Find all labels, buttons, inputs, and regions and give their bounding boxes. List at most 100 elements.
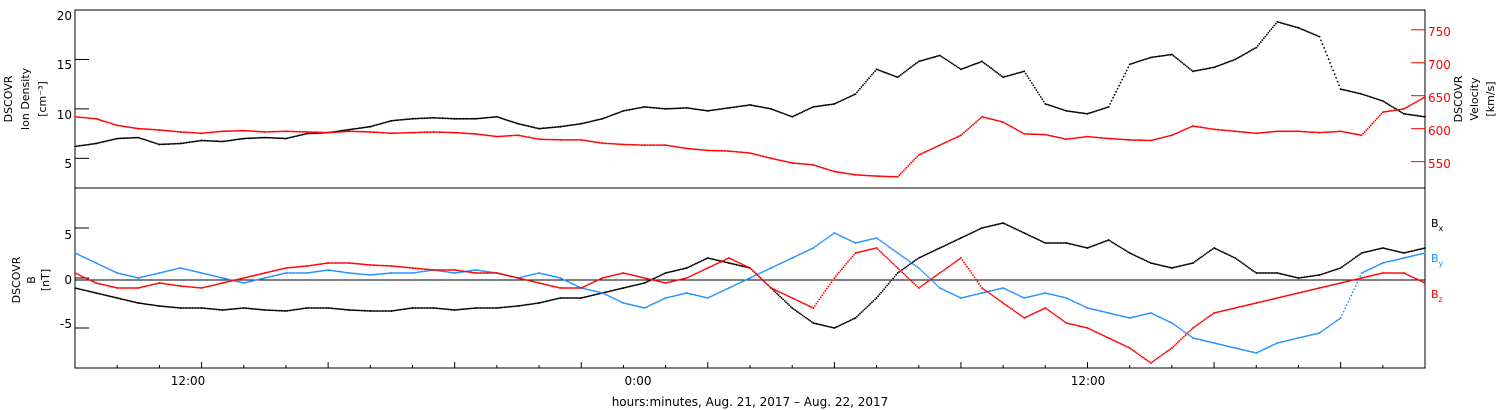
top-velocity-point: [523, 135, 525, 138]
bottom-by-point: [738, 282, 741, 284]
bottom-bz-point: [206, 285, 209, 288]
top-velocity-point: [1083, 136, 1086, 138]
bottom-bz-point: [101, 283, 103, 286]
bottom-by-point: [164, 270, 167, 273]
bottom-bx-point: [996, 223, 998, 226]
top-velocity-point: [1219, 129, 1221, 131]
top-velocity-point: [684, 147, 687, 150]
top-ion density-point: [1299, 27, 1301, 30]
top-ion density-point: [884, 71, 887, 74]
bottom-by-point: [191, 270, 194, 272]
bottom-bz-point: [437, 269, 439, 271]
bottom-bx-point: [129, 300, 132, 303]
top-ion density-point: [1103, 107, 1105, 110]
bottom-bx-point: [934, 249, 937, 252]
top-velocity-point: [1148, 139, 1151, 142]
bottom-by-point: [262, 277, 265, 280]
top-ion density-point: [957, 66, 959, 69]
bottom-bz-point: [122, 287, 125, 289]
bottom-bz-point: [1314, 288, 1316, 290]
bottom-bz-point: [274, 269, 277, 272]
bottom-bx-point: [1258, 272, 1261, 274]
bottom-bz-point: [722, 260, 724, 262]
bottom-bx-point: [830, 326, 833, 329]
bottom-by-point: [624, 302, 626, 305]
top-velocity-point: [78, 116, 81, 119]
top-ion density-point: [1198, 69, 1200, 72]
bottom-bz-point: [178, 284, 180, 287]
bottom-bz-point: [250, 275, 253, 278]
top-velocity-point: [690, 148, 693, 150]
bottom-by-point: [126, 274, 129, 277]
bottom-by-point: [562, 278, 565, 281]
bottom-by-point: [599, 291, 602, 294]
top-velocity-point: [553, 138, 555, 141]
bottom-bz-point: [276, 269, 278, 271]
bottom-bz-point: [325, 262, 328, 265]
bottom-bz-point: [1383, 272, 1386, 274]
bottom-bx-point: [1336, 268, 1339, 270]
bottom-bz-point: [1261, 300, 1264, 303]
bottom-bx-point: [681, 268, 684, 270]
bottom-bx-point: [500, 306, 503, 309]
bottom-bx-point: [83, 289, 85, 291]
top-ion density-point: [621, 110, 623, 113]
bottom-bx-point: [349, 309, 352, 311]
top-velocity-point: [901, 171, 904, 174]
top-ion density-point: [895, 75, 897, 78]
bottom-bz-point: [1291, 293, 1294, 296]
top-velocity-point: [957, 135, 959, 138]
bottom-by-point: [1395, 258, 1398, 261]
bottom-bz-point: [979, 285, 982, 287]
top-ion density-point: [1089, 111, 1092, 114]
bottom-bx-point: [1300, 276, 1303, 279]
bottom-bz-point: [194, 286, 197, 289]
top-ion density-point: [1062, 109, 1065, 111]
top-ion density-point: [678, 107, 681, 110]
bottom-by-point: [521, 276, 524, 278]
bottom-bz-point: [813, 305, 816, 307]
bottom-by-point: [122, 273, 125, 276]
bottom-bz-point: [1278, 296, 1280, 299]
top-velocity-point: [1204, 127, 1206, 129]
top-velocity-point: [132, 127, 135, 129]
bottom-by-point: [413, 271, 415, 274]
bottom-bz-point: [922, 283, 925, 286]
bottom-bx-point: [322, 307, 325, 309]
bottom-by-point: [357, 273, 360, 275]
top-velocity-point: [807, 163, 810, 166]
bottom-bz-point: [404, 266, 406, 269]
bottom-bx-point: [1389, 248, 1392, 251]
top-velocity-point: [1008, 124, 1011, 127]
xtick-label-1200-day2: 12:00: [1071, 374, 1106, 388]
bottom-bx-point: [1018, 230, 1021, 232]
bottom-bz-point: [345, 262, 348, 264]
bottom-bx-point: [429, 307, 432, 309]
top-ion density-point: [988, 66, 991, 68]
bottom-bx-point: [450, 308, 453, 311]
bottom-bx-point: [512, 305, 515, 308]
bottom-bz-point: [1398, 272, 1401, 274]
top-velocity-point: [461, 132, 464, 135]
bottom-bx-point: [865, 307, 867, 309]
bottom-bz-point: [1400, 272, 1402, 274]
bottom-by-point: [140, 276, 143, 279]
bottom-bx-point: [1416, 248, 1419, 251]
top-ion density-point: [426, 117, 429, 119]
top-velocity-point: [1377, 116, 1380, 118]
bottom-bx-point: [310, 307, 313, 309]
bottom-bz-point: [114, 286, 117, 289]
top-ion density-point: [1024, 72, 1027, 75]
bottom-bz-point: [862, 250, 864, 253]
top-ion density-point: [1097, 109, 1099, 112]
top-ion density-point: [211, 140, 214, 142]
top-velocity-point: [333, 131, 336, 134]
top-ion density-point: [967, 65, 970, 68]
bottom-by-point: [798, 253, 801, 256]
top-ion density-point: [117, 137, 120, 140]
bottom-bz-point: [393, 265, 396, 268]
bottom-by-point: [1172, 323, 1175, 325]
bottom-bx-point: [486, 307, 489, 309]
bottom-bz-point: [196, 286, 198, 289]
bottom-bx-point: [1372, 249, 1375, 252]
